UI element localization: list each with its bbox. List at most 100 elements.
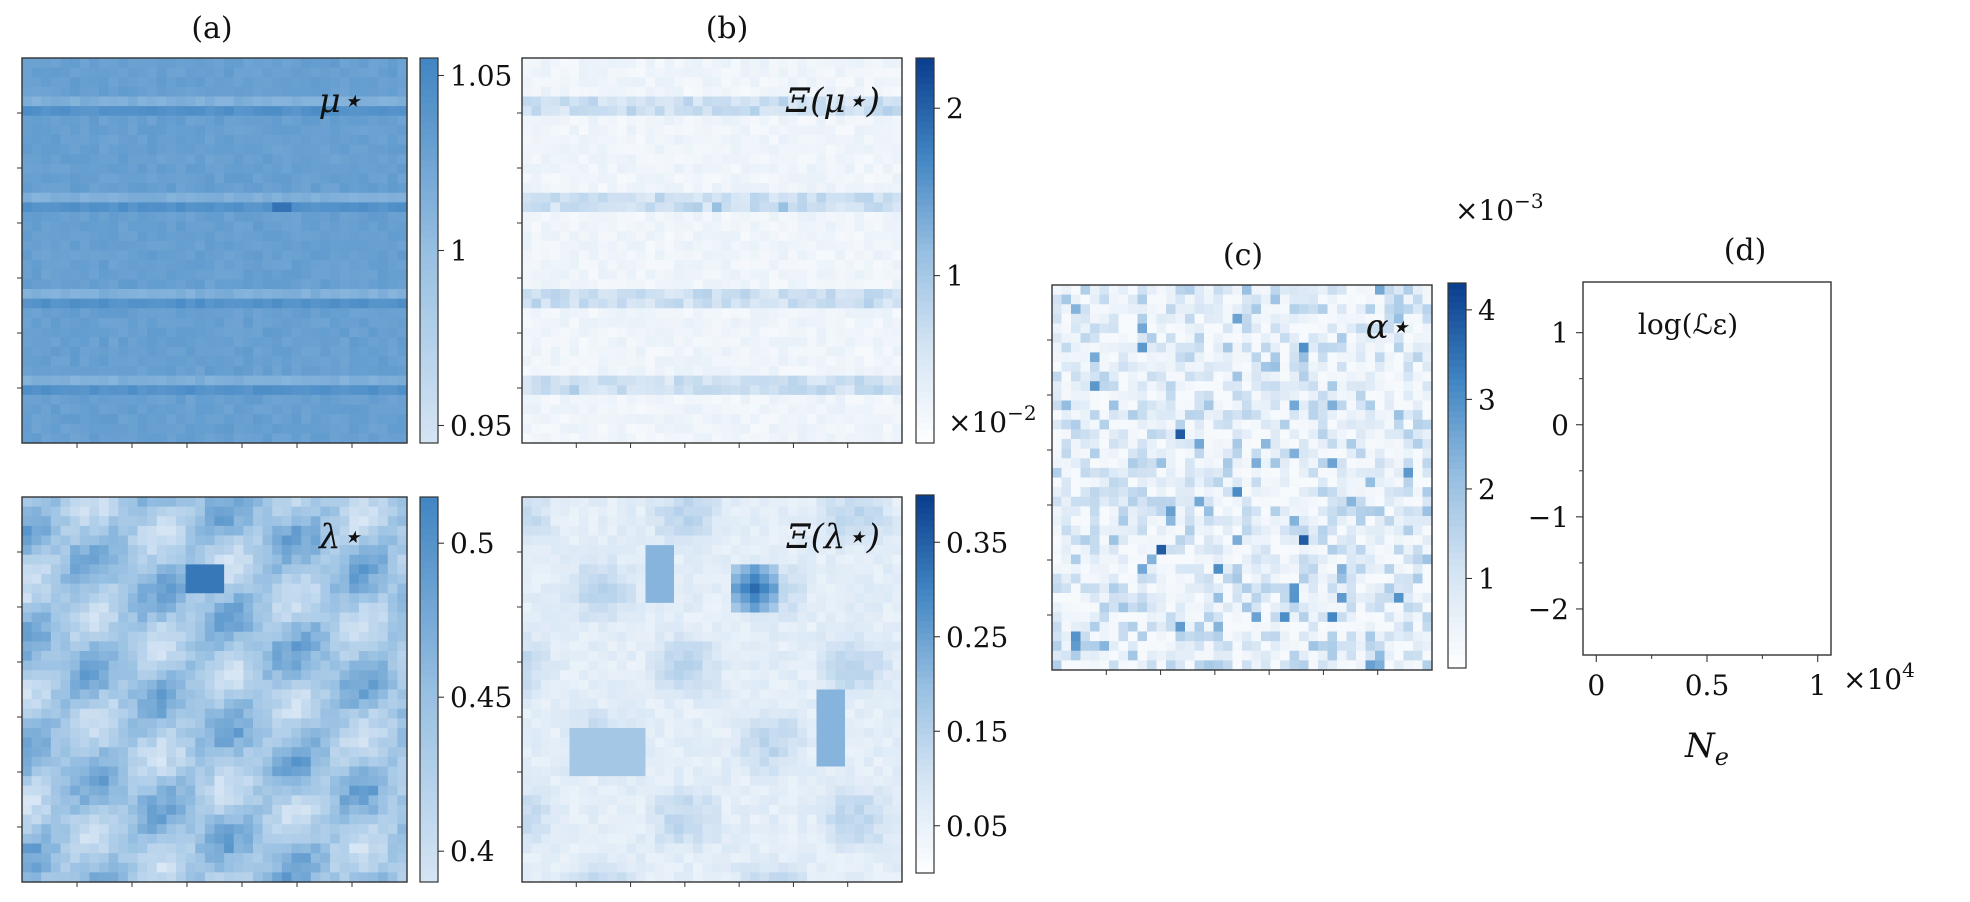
heatmap-cell xyxy=(272,385,283,396)
heatmap-cell xyxy=(397,192,408,203)
heatmap-cell xyxy=(243,106,254,117)
heatmap-cell xyxy=(797,308,808,319)
heatmap-cell xyxy=(531,260,542,271)
heatmap-cell xyxy=(79,670,90,681)
heatmap-cell xyxy=(368,337,379,348)
heatmap-cell xyxy=(579,433,590,444)
heatmap-cell xyxy=(79,862,90,873)
heatmap-cell xyxy=(70,192,81,203)
heatmap-cell xyxy=(349,289,360,300)
heatmap-cell xyxy=(702,385,713,396)
heatmap-cell xyxy=(195,554,206,565)
heatmap-cell xyxy=(50,756,62,768)
colorbar-segment xyxy=(420,747,438,755)
colorbar-segment xyxy=(916,391,934,399)
colorbar-segment xyxy=(420,772,438,780)
heatmap-cell xyxy=(281,708,293,719)
heatmap-cell xyxy=(397,824,408,835)
heatmap-cell xyxy=(176,833,187,845)
heatmap-cell xyxy=(330,183,341,194)
heatmap-cell xyxy=(588,414,599,425)
heatmap-cell xyxy=(22,699,33,710)
heatmap-cell xyxy=(636,375,647,386)
heatmap-cell xyxy=(397,651,408,662)
heatmap-cell xyxy=(892,366,903,377)
heatmap-cell xyxy=(683,375,694,386)
heatmap-cell xyxy=(224,298,235,309)
heatmap-cell xyxy=(358,631,370,642)
heatmap-cell xyxy=(721,317,732,329)
heatmap-cell xyxy=(626,327,637,338)
heatmap-cell xyxy=(118,785,129,796)
heatmap-cell xyxy=(845,327,856,338)
heatmap-cell xyxy=(224,853,235,864)
heatmap-cell xyxy=(176,58,187,69)
heatmap-cell xyxy=(387,433,398,444)
heatmap-cell xyxy=(233,385,244,396)
heatmap-cell xyxy=(31,231,42,242)
colorbar-segment xyxy=(916,359,934,367)
heatmap-cell xyxy=(873,135,884,146)
heatmap-cell xyxy=(807,115,818,126)
heatmap-cell xyxy=(176,574,187,585)
heatmap-cell xyxy=(301,414,312,425)
heatmap-cell xyxy=(339,96,350,107)
heatmap-cell xyxy=(291,776,302,787)
heatmap-cell xyxy=(883,279,894,290)
heatmap-cell xyxy=(147,173,158,184)
heatmap-cell xyxy=(22,660,33,671)
heatmap-cell xyxy=(769,202,780,213)
heatmap-cell xyxy=(854,192,865,203)
heatmap-cell xyxy=(702,125,713,136)
heatmap-cell xyxy=(70,679,81,691)
heatmap-cell xyxy=(397,795,408,806)
heatmap-cell xyxy=(166,346,177,357)
heatmap-cell xyxy=(204,670,216,681)
heatmap-cell xyxy=(731,173,742,184)
heatmap-cell xyxy=(330,106,341,117)
heatmap-cell xyxy=(176,106,187,117)
heatmap-cell xyxy=(108,862,119,873)
heatmap-cell xyxy=(89,814,100,825)
heatmap-cell xyxy=(89,308,100,319)
heatmap-cell xyxy=(224,516,235,527)
heatmap-cell xyxy=(243,862,254,873)
heatmap-cell xyxy=(655,86,666,98)
heatmap-cell xyxy=(31,269,42,280)
heatmap-cell xyxy=(224,96,235,107)
heatmap-cell xyxy=(185,423,196,434)
heatmap-cell xyxy=(358,433,370,444)
colorbar-segment xyxy=(420,734,438,742)
heatmap-cell xyxy=(378,535,389,546)
heatmap-cell xyxy=(712,106,723,117)
heatmap-cell xyxy=(195,192,206,203)
heatmap-cell xyxy=(397,86,408,98)
heatmap-cell xyxy=(883,394,894,406)
colorbar-segment xyxy=(420,173,438,181)
heatmap-cell xyxy=(636,173,647,184)
heatmap-cell xyxy=(378,163,389,175)
heatmap-cell xyxy=(731,433,742,444)
heatmap-cell xyxy=(310,872,321,883)
heatmap-cell xyxy=(797,433,808,444)
heatmap-cell xyxy=(378,631,389,642)
heatmap-cell xyxy=(387,862,398,873)
heatmap-cell xyxy=(845,317,856,329)
heatmap-cell xyxy=(243,202,254,213)
heatmap-cell xyxy=(788,260,799,271)
heatmap-cell xyxy=(339,192,350,203)
heatmap-cell xyxy=(368,651,379,662)
heatmap-cell xyxy=(156,843,167,854)
heatmap-cell xyxy=(349,699,360,710)
heatmap-cell xyxy=(378,564,389,575)
heatmap-cell xyxy=(118,433,129,444)
heatmap-cell xyxy=(70,564,81,575)
heatmap-cell xyxy=(118,728,129,739)
heatmap-cell xyxy=(301,163,312,175)
heatmap-cell xyxy=(31,718,42,729)
heatmap-cell xyxy=(387,192,398,203)
heatmap-cell xyxy=(243,506,254,517)
heatmap-cell xyxy=(883,96,894,107)
heatmap-cell xyxy=(759,221,770,232)
heatmap-cell xyxy=(291,414,302,425)
